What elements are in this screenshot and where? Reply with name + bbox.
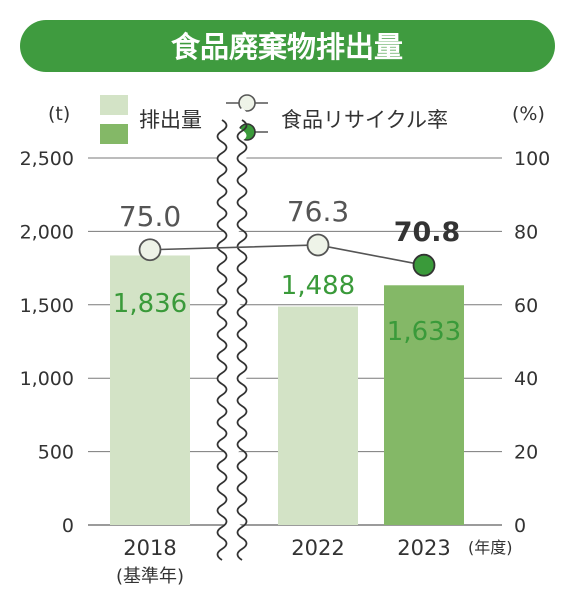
recycling-rate-line xyxy=(138,233,436,277)
legend-bar-label: 排出量 xyxy=(139,108,202,132)
y-right-tick-label: 100 xyxy=(514,148,550,170)
legend-swatch-light xyxy=(100,95,128,115)
title-banner xyxy=(20,20,555,72)
rate-marker-2018 xyxy=(138,238,162,262)
bar-2022 xyxy=(278,306,358,525)
line-value-labels: 75.0 76.3 70.8 xyxy=(119,195,460,248)
rate-polyline xyxy=(149,244,425,266)
y-left-tick-label: 2,500 xyxy=(20,148,74,170)
break-wave-left xyxy=(216,119,228,561)
bar-2018 xyxy=(110,255,190,525)
bar-label-2023: 1,633 xyxy=(387,317,461,347)
rate-label-2023: 70.8 xyxy=(394,217,461,248)
bar-label-2022: 1,488 xyxy=(281,271,355,301)
y-right-tick-label: 0 xyxy=(514,515,526,537)
bar-label-2018: 1,836 xyxy=(113,289,187,319)
x-label-2022: 2022 xyxy=(291,536,344,560)
legend-bars: 排出量 xyxy=(100,95,202,144)
x-sublabel-2018: (基準年) xyxy=(116,566,184,587)
y-left-tick-label: 1,000 xyxy=(20,368,74,390)
bar-value-labels: 1,836 1,488 1,633 xyxy=(113,271,461,347)
break-wave-right xyxy=(236,119,248,561)
bars xyxy=(110,255,464,525)
y-left-tick-label: 1,500 xyxy=(20,295,74,317)
y-left-tick-label: 2,000 xyxy=(20,221,74,243)
rate-label-2018: 75.0 xyxy=(119,200,181,233)
y-left-tick-label: 0 xyxy=(62,515,74,537)
bar-2023 xyxy=(384,285,464,525)
chart-title: 食品廃棄物排出量 xyxy=(171,30,403,64)
axis-break xyxy=(216,108,248,561)
x-axis-labels: 2018 (基準年) 2022 2023 xyxy=(116,536,451,587)
y-left-tick-label: 500 xyxy=(38,442,74,464)
y-right-tick-label: 80 xyxy=(514,221,538,243)
x-label-2023: 2023 xyxy=(397,536,450,560)
y-left-ticks: 2,500 2,000 1,500 1,000 500 0 xyxy=(20,148,74,537)
legend-line-label: 食品リサイクル率 xyxy=(281,108,448,132)
y-right-unit: (%) xyxy=(512,103,545,125)
legend-swatch-dark xyxy=(100,124,128,144)
legend-line: 食品リサイクル率 xyxy=(226,94,448,141)
y-right-ticks: 100 80 60 40 20 0 xyxy=(514,148,550,537)
rate-marker-2022 xyxy=(306,233,330,257)
rate-marker-2023 xyxy=(412,253,436,277)
rate-label-2022: 76.3 xyxy=(287,195,349,228)
legend-marker-light xyxy=(238,94,256,112)
y-right-tick-label: 40 xyxy=(514,368,538,390)
y-right-tick-label: 20 xyxy=(514,442,538,464)
x-label-2018: 2018 xyxy=(123,536,176,560)
y-left-unit: (t) xyxy=(48,103,70,125)
y-right-tick-label: 60 xyxy=(514,295,538,317)
x-unit: (年度) xyxy=(468,538,513,557)
